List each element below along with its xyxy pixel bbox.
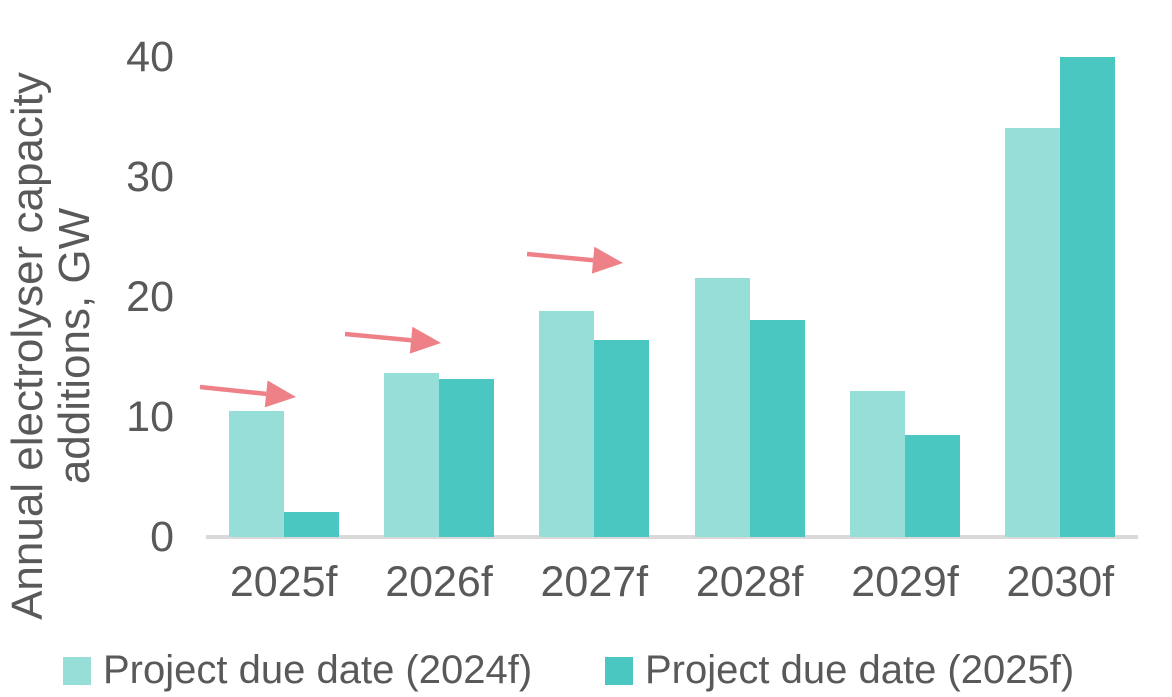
- bar-2026f-series-2: [439, 379, 494, 537]
- bar-2028f-series-1: [694, 278, 750, 537]
- bar-2029f-series-2: [905, 435, 960, 537]
- trend-arrow-icon: [344, 326, 441, 354]
- trend-arrow-icon: [526, 246, 623, 274]
- y-tick-label: 30: [126, 153, 174, 201]
- x-axis-line: [206, 535, 1138, 539]
- x-tick-label: 2025f: [229, 558, 338, 606]
- bar-2029f-series-1: [850, 391, 905, 537]
- trend-arrow-icon: [199, 380, 296, 408]
- y-tick-label: 40: [126, 33, 174, 81]
- bar-2030f-series-2: [1060, 57, 1116, 537]
- bar-2028f-series-2: [749, 320, 805, 537]
- legend-item: Project due date (2025f): [605, 648, 1074, 693]
- bar-2027f-series-1: [539, 311, 595, 537]
- bar-2025f-series-1: [228, 411, 284, 537]
- x-tick-label: 2029f: [851, 558, 959, 606]
- legend-label: Project due date (2024f): [103, 648, 533, 692]
- y-tick-label: 0: [150, 513, 174, 561]
- bar-2027f-series-2: [594, 340, 650, 537]
- legend-color-swatch-icon: [63, 656, 91, 685]
- x-tick-label: 2027f: [540, 558, 649, 606]
- bar-2026f-series-1: [384, 373, 439, 537]
- legend-item: Project due date (2024f): [63, 648, 532, 693]
- legend-label: Project due date (2025f): [645, 648, 1075, 692]
- y-axis-title-line1: Annual electrolyser capacity: [3, 72, 52, 620]
- y-tick-label: 10: [126, 393, 174, 441]
- bar-2030f-series-1: [1005, 128, 1061, 537]
- x-tick-label: 2028f: [695, 558, 804, 606]
- x-tick-label: 2030f: [1006, 558, 1115, 606]
- y-tick-label: 20: [126, 273, 174, 321]
- bar-2025f-series-2: [283, 512, 339, 537]
- x-tick-label: 2026f: [385, 558, 493, 606]
- legend-color-swatch-icon: [605, 656, 633, 685]
